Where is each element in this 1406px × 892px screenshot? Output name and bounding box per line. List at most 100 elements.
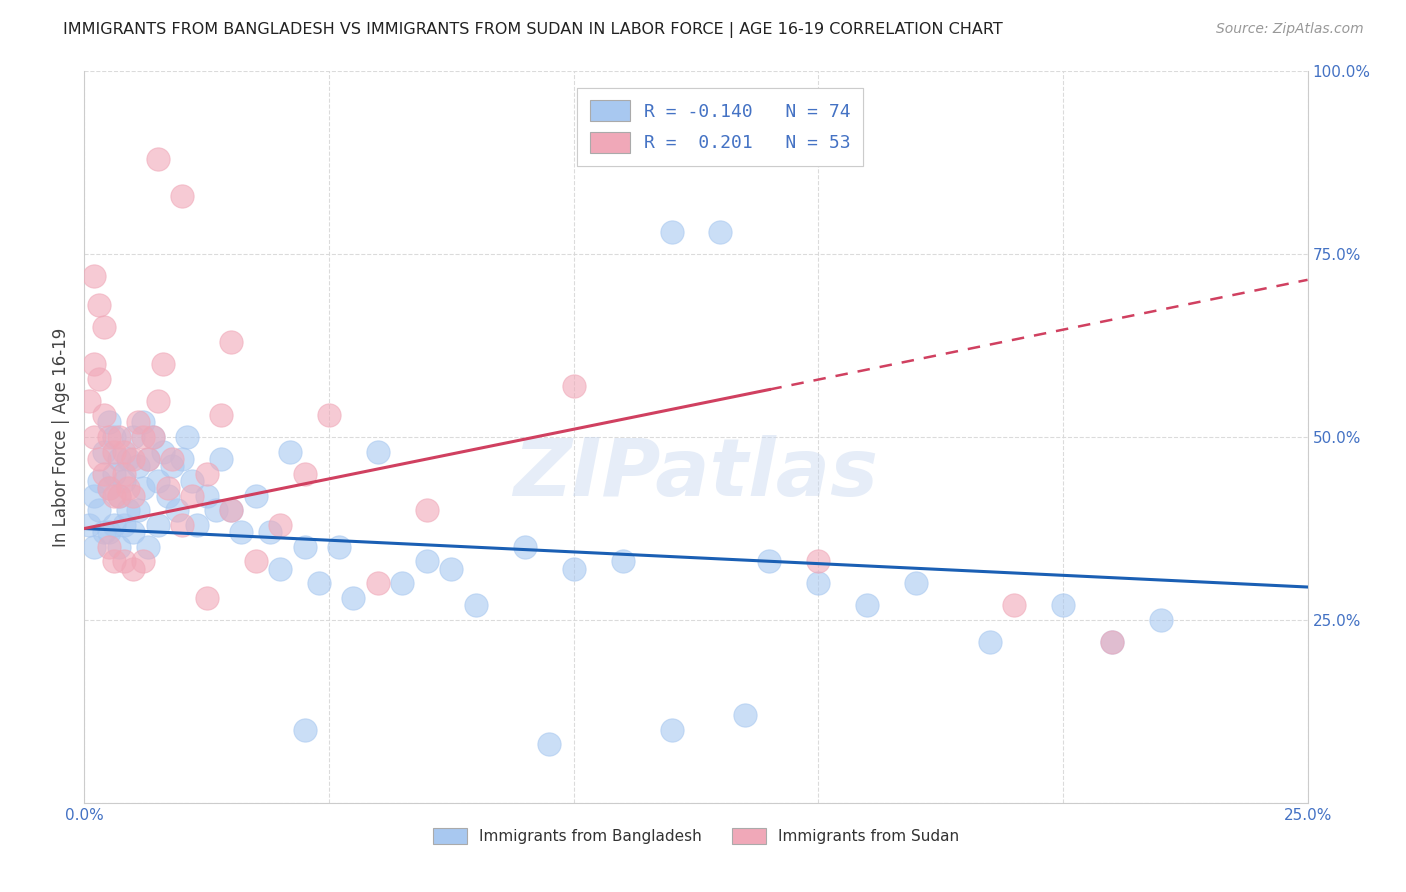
Point: [103, 489, 125, 503]
Point: [83, 269, 105, 284]
Point: [136, 540, 159, 554]
Point: [93, 467, 115, 481]
Point: [83, 357, 105, 371]
Point: [122, 489, 145, 503]
Point: [416, 503, 439, 517]
Point: [294, 723, 316, 737]
Point: [269, 562, 291, 576]
Point: [122, 452, 145, 467]
Point: [146, 517, 169, 532]
Point: [308, 576, 330, 591]
Point: [142, 430, 165, 444]
Point: [156, 481, 179, 495]
Point: [132, 430, 155, 444]
Point: [1002, 599, 1025, 613]
Point: [269, 517, 291, 532]
Point: [464, 599, 486, 613]
Point: [152, 357, 174, 371]
Point: [107, 489, 129, 503]
Point: [97, 540, 120, 554]
Point: [709, 225, 731, 239]
Point: [83, 540, 105, 554]
Point: [97, 430, 120, 444]
Point: [219, 334, 242, 349]
Point: [1052, 599, 1074, 613]
Point: [97, 525, 120, 540]
Point: [107, 452, 129, 467]
Point: [103, 430, 125, 444]
Point: [245, 554, 267, 568]
Point: [172, 517, 194, 532]
Point: [127, 503, 149, 517]
Point: [562, 562, 585, 576]
Point: [172, 188, 194, 202]
Point: [181, 474, 204, 488]
Point: [97, 416, 120, 430]
Point: [328, 540, 350, 554]
Point: [142, 430, 165, 444]
Point: [195, 591, 218, 605]
Point: [112, 474, 135, 488]
Legend: R = -0.140   N = 74, R =  0.201   N = 53: R = -0.140 N = 74, R = 0.201 N = 53: [578, 87, 863, 166]
Text: ZIPatlas: ZIPatlas: [513, 434, 879, 513]
Point: [112, 444, 135, 458]
Point: [1101, 635, 1123, 649]
Point: [146, 152, 169, 166]
Point: [87, 371, 110, 385]
Point: [136, 452, 159, 467]
Point: [162, 452, 184, 467]
Point: [93, 408, 115, 422]
Point: [205, 503, 228, 517]
Point: [612, 554, 634, 568]
Point: [146, 393, 169, 408]
Point: [661, 723, 683, 737]
Point: [117, 503, 139, 517]
Point: [318, 408, 340, 422]
Point: [93, 444, 115, 458]
Point: [367, 444, 389, 458]
Point: [112, 554, 135, 568]
Point: [127, 416, 149, 430]
Point: [103, 517, 125, 532]
Point: [166, 503, 188, 517]
Point: [979, 635, 1001, 649]
Point: [1101, 635, 1123, 649]
Point: [758, 554, 780, 568]
Point: [112, 467, 135, 481]
Point: [156, 489, 179, 503]
Point: [416, 554, 439, 568]
Point: [440, 562, 463, 576]
Point: [117, 481, 139, 495]
Point: [103, 444, 125, 458]
Point: [77, 517, 100, 532]
Point: [209, 408, 232, 422]
Point: [93, 320, 115, 334]
Point: [132, 481, 155, 495]
Point: [342, 591, 364, 605]
Point: [97, 481, 120, 495]
Point: [87, 503, 110, 517]
Point: [856, 599, 879, 613]
Point: [538, 737, 561, 751]
Point: [97, 481, 120, 495]
Point: [176, 430, 198, 444]
Point: [127, 459, 149, 474]
Point: [513, 540, 536, 554]
Point: [294, 467, 316, 481]
Point: [391, 576, 413, 591]
Point: [87, 474, 110, 488]
Point: [186, 517, 208, 532]
Point: [245, 489, 267, 503]
Point: [661, 225, 683, 239]
Point: [132, 416, 155, 430]
Point: [132, 554, 155, 568]
Point: [107, 540, 129, 554]
Point: [122, 562, 145, 576]
Text: IMMIGRANTS FROM BANGLADESH VS IMMIGRANTS FROM SUDAN IN LABOR FORCE | AGE 16-19 C: IMMIGRANTS FROM BANGLADESH VS IMMIGRANTS…: [63, 22, 1002, 38]
Y-axis label: In Labor Force | Age 16-19: In Labor Force | Age 16-19: [52, 327, 70, 547]
Point: [122, 430, 145, 444]
Point: [112, 517, 135, 532]
Point: [367, 576, 389, 591]
Point: [219, 503, 242, 517]
Point: [83, 430, 105, 444]
